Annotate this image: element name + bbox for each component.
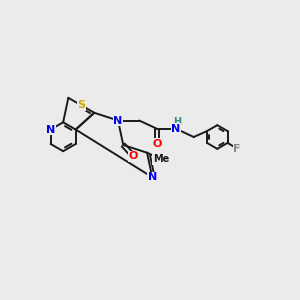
Text: H: H — [173, 117, 181, 127]
Text: O: O — [152, 139, 162, 149]
Text: S: S — [77, 100, 85, 110]
Text: N: N — [46, 124, 55, 134]
Text: F: F — [233, 143, 241, 154]
Text: Me: Me — [153, 154, 169, 164]
Text: N: N — [113, 116, 123, 125]
Text: N: N — [171, 124, 181, 134]
Text: O: O — [129, 152, 138, 161]
Text: N: N — [148, 172, 157, 182]
